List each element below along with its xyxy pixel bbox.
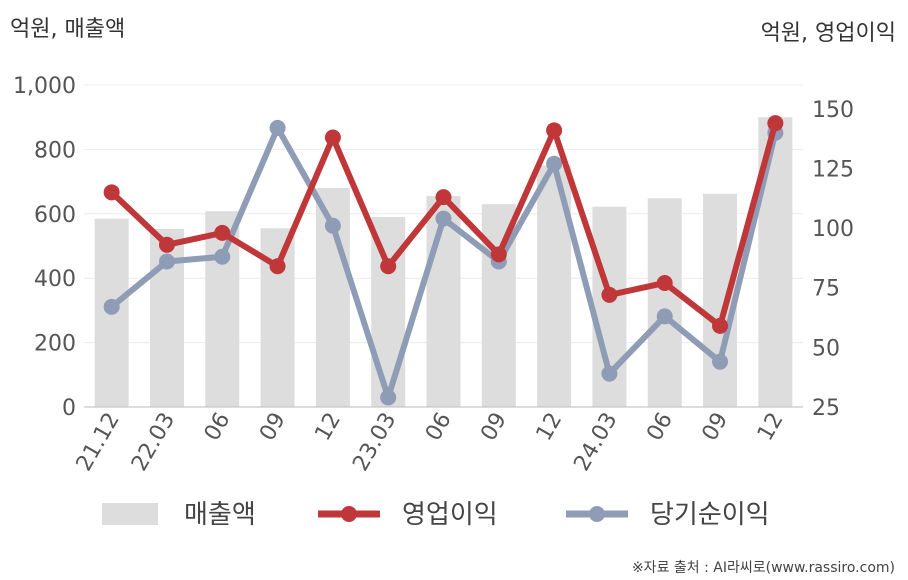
- legend-item-operating-profit: 영업이익: [318, 500, 498, 530]
- revenue-bar: [426, 196, 461, 407]
- net-income-point: [656, 308, 673, 325]
- profit-lines: [103, 115, 784, 406]
- net-income-point: [546, 155, 563, 172]
- operating-profit-point: [324, 129, 341, 146]
- net-income-point: [269, 119, 286, 136]
- net-income-point: [324, 217, 341, 234]
- x-tick-label: 12: [310, 409, 346, 446]
- x-tick-label: 24.03: [569, 409, 622, 476]
- right-tick-label: 75: [812, 277, 840, 302]
- x-axis-ticks: 21.12 22.03 06 09 12 23.03 06 09 12 24.03 06 09 12: [72, 409, 789, 476]
- right-axis-unit: 억원, 영업이익: [761, 21, 896, 46]
- left-axis-ticks: 0 200 400 600 800 1,000: [13, 74, 76, 421]
- source-note: ※자료 출처 : AI라씨로(www.rassiro.com): [632, 560, 895, 576]
- net-income-point: [380, 389, 397, 406]
- operating-profit-point: [767, 115, 784, 132]
- x-tick-label: 06: [421, 409, 457, 446]
- x-tick-label: 23.03: [348, 409, 401, 476]
- legend-label-net-income: 당기순이익: [650, 500, 770, 530]
- revenue-bar: [260, 228, 295, 407]
- revenue-bar: [647, 198, 682, 407]
- x-tick-label: 06: [200, 409, 236, 446]
- operating-profit-point: [158, 236, 175, 253]
- operating-profit-point: [103, 184, 120, 201]
- operating-profit-point: [601, 286, 618, 303]
- right-tick-label: 150: [812, 98, 854, 123]
- legend-label-operating-profit: 영업이익: [402, 500, 498, 530]
- operating-profit-point: [214, 224, 231, 241]
- left-tick-label: 800: [34, 138, 76, 163]
- revenue-bar: [205, 211, 240, 407]
- legend-item-net-income: 당기순이익: [566, 500, 770, 530]
- left-tick-label: 400: [34, 267, 76, 292]
- right-tick-label: 100: [812, 217, 854, 242]
- revenue-bars: [94, 117, 793, 407]
- right-tick-label: 125: [812, 157, 854, 182]
- x-tick-label: 21.12: [72, 409, 125, 476]
- legend-label-revenue: 매출액: [184, 500, 256, 530]
- operating-profit-point: [656, 274, 673, 291]
- operating-profit-point: [490, 246, 507, 263]
- legend-item-revenue: 매출액: [102, 500, 256, 530]
- left-tick-label: 200: [34, 332, 76, 357]
- revenue-bar: [703, 193, 738, 407]
- x-tick-label: 09: [698, 409, 734, 446]
- legend-marker-operating-profit: [341, 506, 357, 522]
- left-tick-label: 1,000: [13, 74, 76, 99]
- net-income-point: [214, 248, 231, 265]
- right-tick-label: 50: [812, 336, 840, 361]
- operating-profit-point: [546, 122, 563, 139]
- left-tick-label: 600: [34, 203, 76, 228]
- legend: 매출액 영업이익 당기순이익: [102, 500, 770, 530]
- net-income-point: [712, 353, 729, 370]
- legend-swatch-revenue: [102, 503, 158, 525]
- net-income-point: [435, 210, 452, 227]
- right-tick-label: 25: [812, 396, 840, 421]
- operating-profit-point: [380, 258, 397, 275]
- left-tick-label: 0: [62, 396, 76, 421]
- x-tick-label: 22.03: [127, 409, 180, 476]
- x-tick-label: 12: [532, 409, 568, 446]
- legend-marker-net-income: [589, 506, 605, 522]
- operating-profit-point: [435, 189, 452, 206]
- operating-profit-point: [269, 258, 286, 275]
- x-tick-label: 09: [476, 409, 512, 446]
- operating-profit-point: [712, 317, 729, 334]
- x-tick-label: 06: [642, 409, 678, 446]
- net-income-point: [601, 365, 618, 382]
- left-axis-unit: 억원, 매출액: [10, 17, 125, 42]
- net-income-point: [103, 298, 120, 315]
- net-income-point: [158, 253, 175, 270]
- x-tick-label: 09: [255, 409, 291, 446]
- x-tick-label: 12: [753, 409, 789, 446]
- right-axis-ticks: 25 50 75 100 125 150: [812, 98, 854, 421]
